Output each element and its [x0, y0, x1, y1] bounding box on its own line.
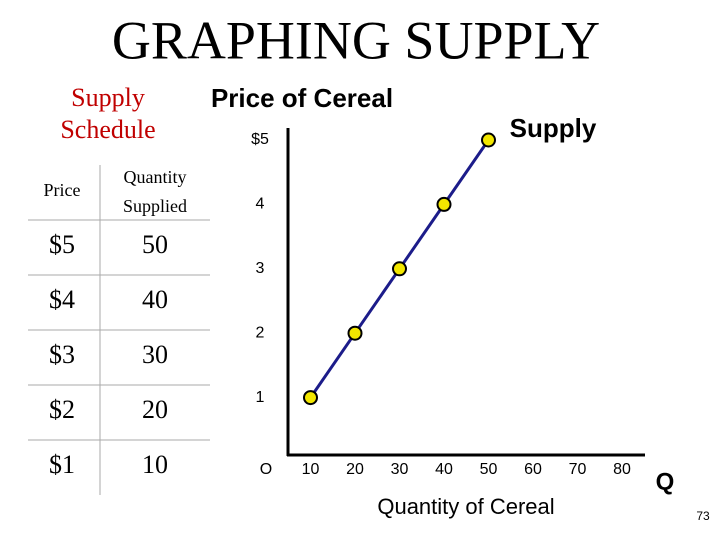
point	[436, 196, 452, 212]
y-tick-label: $5	[251, 131, 269, 148]
table-header: Price	[44, 180, 81, 200]
x-axis-label: Quantity of Cereal	[377, 494, 554, 519]
table-caption: Schedule	[60, 115, 155, 144]
x-tick-label: 70	[569, 461, 587, 478]
table-cell: 30	[142, 340, 168, 369]
series-label: Supply	[510, 113, 597, 143]
table-cell: 20	[142, 395, 168, 424]
table-cell: $1	[49, 450, 75, 479]
point	[347, 325, 363, 341]
y-tick-label: 4	[256, 196, 265, 213]
point	[303, 390, 318, 406]
x-tick-label: 10	[302, 461, 320, 478]
point	[481, 132, 496, 148]
table-cell: 50	[142, 230, 168, 259]
x-tick-label: 30	[391, 461, 409, 478]
x-axis-symbol: Q	[656, 468, 675, 495]
x-tick-label: 80	[613, 461, 631, 478]
table-cell: $2	[49, 395, 75, 424]
table-cell: $3	[49, 340, 75, 369]
point	[392, 261, 407, 277]
table-cell: $4	[49, 285, 75, 314]
table-caption: Supply	[71, 83, 145, 112]
x-tick-label: 50	[480, 461, 498, 478]
table-header: Quantity	[124, 167, 187, 187]
slide-title: GRAPHING SUPPLY	[112, 10, 600, 70]
table-cell: $5	[49, 230, 75, 259]
table-cell: 10	[142, 450, 168, 479]
x-tick-label: 40	[435, 461, 453, 478]
x-tick-label: O	[260, 461, 272, 478]
y-tick-label: 2	[256, 324, 265, 341]
page-number: 73	[696, 509, 710, 523]
chart-title: Price of Cereal	[211, 83, 393, 113]
x-tick-label: 20	[346, 461, 364, 478]
table-header: Supplied	[123, 196, 187, 216]
table-cell: 40	[142, 285, 168, 314]
y-tick-label: 1	[256, 389, 265, 406]
table-body: $5 50 $4 40 $3 30 $2 20 $1 10	[28, 219, 210, 479]
y-tick-label: 3	[256, 260, 265, 277]
x-tick-label: 60	[524, 461, 542, 478]
